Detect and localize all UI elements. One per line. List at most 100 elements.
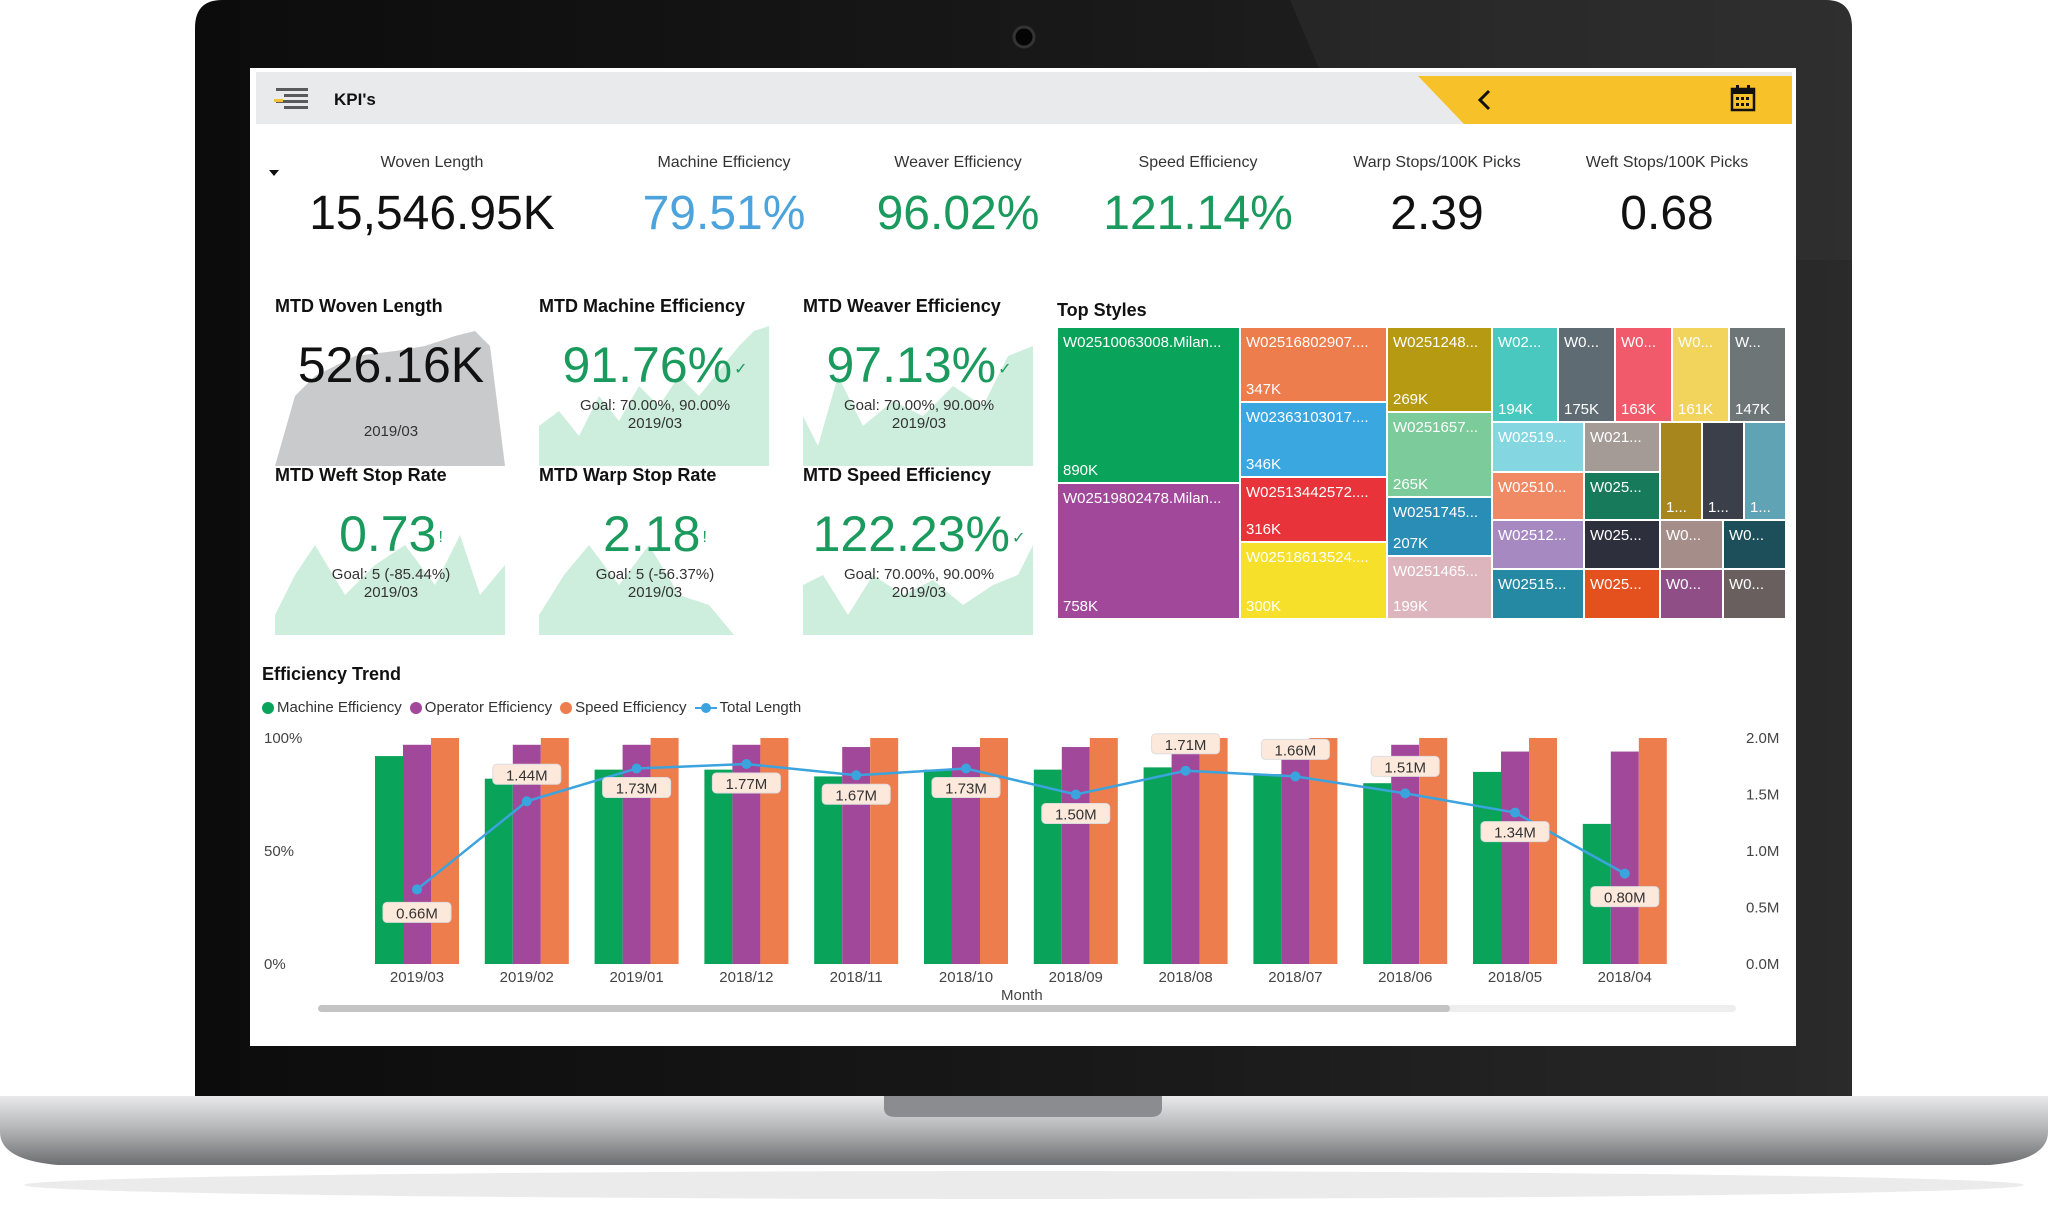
treemap-cell[interactable]: W02515... <box>1492 569 1584 619</box>
treemap-cell-name: W02363103017.... <box>1246 409 1369 426</box>
bar[interactable] <box>760 738 789 964</box>
line-point[interactable] <box>521 796 532 807</box>
bar[interactable] <box>375 756 403 964</box>
bar[interactable] <box>650 738 679 964</box>
x-tick-label: 2019/01 <box>609 969 663 986</box>
bar[interactable] <box>1089 738 1118 964</box>
line-point[interactable] <box>1290 771 1301 782</box>
dropdown-caret-icon[interactable] <box>268 168 282 178</box>
treemap-cell[interactable]: W0251465... 199K <box>1387 556 1492 619</box>
treemap-cell[interactable]: W02513442572.... 316K <box>1240 477 1387 542</box>
checkmark-icon: ✓ <box>1011 529 1026 547</box>
bar[interactable] <box>1309 738 1338 964</box>
legend-item[interactable]: Operator Efficiency <box>409 699 552 716</box>
bar[interactable] <box>1143 767 1172 964</box>
treemap-cell[interactable]: W02510... <box>1492 472 1584 520</box>
treemap-cell[interactable]: W0251248... 269K <box>1387 327 1492 412</box>
bar[interactable] <box>1199 738 1228 964</box>
bar[interactable] <box>1171 744 1200 964</box>
bar[interactable] <box>431 738 459 964</box>
treemap-cell[interactable]: W025... <box>1584 520 1660 569</box>
scrollbar-thumb[interactable] <box>318 1005 1450 1012</box>
x-tick-label: 2018/10 <box>939 969 993 986</box>
line-point[interactable] <box>631 763 642 774</box>
bar[interactable] <box>1610 751 1639 964</box>
chevron-left-icon[interactable] <box>1474 88 1496 112</box>
treemap-cell[interactable]: 1... <box>1744 422 1786 520</box>
x-tick-label: 2019/02 <box>500 969 554 986</box>
legend-item[interactable]: Speed Efficiency <box>560 699 687 716</box>
treemap-cell[interactable]: W02510063008.Milan... 890K <box>1057 327 1240 483</box>
data-label: 1.66M <box>1275 742 1317 759</box>
data-label: 1.73M <box>616 781 658 798</box>
data-label-bg <box>382 901 452 923</box>
treemap-cell[interactable]: W025... <box>1584 569 1660 619</box>
treemap-cell[interactable]: W0... 175K <box>1558 327 1615 422</box>
line-point[interactable] <box>1400 788 1411 799</box>
horizontal-scrollbar[interactable] <box>318 1005 1736 1012</box>
bar[interactable] <box>842 747 871 964</box>
bar[interactable] <box>814 776 843 964</box>
line-point[interactable] <box>961 763 971 774</box>
line-point[interactable] <box>1510 807 1520 818</box>
treemap-cell[interactable]: W02... 194K <box>1492 327 1558 422</box>
treemap-cell[interactable]: W0... <box>1660 520 1723 569</box>
x-tick-label: 2018/04 <box>1598 969 1652 986</box>
treemap-cell[interactable]: 1... <box>1702 422 1744 520</box>
treemap-cell[interactable]: W0... 163K <box>1615 327 1672 422</box>
treemap-cell-name: W0... <box>1621 334 1657 351</box>
card-period: 2019/03 <box>891 415 947 432</box>
kpi-label: Weft Stops/100K Picks <box>1585 154 1749 171</box>
header-action-bar <box>1418 76 1792 124</box>
menu-icon[interactable] <box>274 86 310 112</box>
treemap-cell[interactable]: W02519... <box>1492 422 1584 472</box>
legend-dot <box>262 701 274 714</box>
treemap-cell[interactable]: W025... <box>1584 472 1660 520</box>
data-label-bg <box>821 783 891 805</box>
treemap-cell[interactable]: W02519802478.Milan... 758K <box>1057 483 1240 619</box>
bar[interactable] <box>1501 751 1529 964</box>
bar[interactable] <box>704 769 733 964</box>
treemap-cell[interactable]: 1... <box>1660 422 1702 520</box>
legend-label: Speed Efficiency <box>575 699 687 716</box>
bar[interactable] <box>870 738 899 964</box>
treemap-cell[interactable]: W0... 161K <box>1672 327 1729 422</box>
treemap-cell[interactable]: W02516802907.... 347K <box>1240 327 1387 402</box>
bar[interactable] <box>924 769 952 964</box>
treemap-cell[interactable]: W... 147K <box>1729 327 1786 422</box>
line-point[interactable] <box>412 884 422 895</box>
bar[interactable] <box>484 778 513 964</box>
bar[interactable] <box>1638 738 1667 964</box>
bar[interactable] <box>1473 771 1501 964</box>
bar[interactable] <box>594 769 623 964</box>
line-point[interactable] <box>741 758 752 769</box>
kpi-value: 96.02% <box>876 187 1040 240</box>
line-point[interactable] <box>851 770 862 781</box>
bar[interactable] <box>1061 747 1090 964</box>
treemap-cell[interactable]: W0... <box>1660 569 1723 619</box>
treemap-cell[interactable]: W02512... <box>1492 520 1584 569</box>
kpi-value: 2.39 <box>1390 187 1484 240</box>
top-styles-treemap: W02510063008.Milan... 890K W02519802478.Mi… <box>1057 327 1786 619</box>
line-point[interactable] <box>1619 868 1630 879</box>
treemap-cell[interactable]: W0... <box>1723 569 1786 619</box>
treemap-cell[interactable]: W0251745... 207K <box>1387 497 1492 556</box>
x-tick-label: 2019/03 <box>390 969 444 986</box>
bar[interactable] <box>1391 744 1420 964</box>
legend-item[interactable]: Total Length <box>694 699 801 716</box>
treemap-cell[interactable]: W0251657... 265K <box>1387 412 1492 497</box>
bar[interactable] <box>1529 738 1557 964</box>
bar[interactable] <box>1363 783 1392 964</box>
legend-dot <box>409 701 422 714</box>
calendar-icon[interactable] <box>1730 84 1756 112</box>
treemap-cell[interactable]: W0... <box>1723 520 1786 569</box>
bar[interactable] <box>1253 774 1282 964</box>
treemap-cell[interactable]: W021... <box>1584 422 1660 472</box>
treemap-cell[interactable]: W02363103017.... 346K <box>1240 402 1387 477</box>
legend-item[interactable]: Machine Efficiency <box>262 699 402 716</box>
bar[interactable] <box>1033 769 1062 964</box>
bar[interactable] <box>403 744 431 964</box>
treemap-cell[interactable]: W02518613524.... 300K <box>1240 542 1387 619</box>
line-point[interactable] <box>1070 789 1081 800</box>
line-point[interactable] <box>1180 765 1191 776</box>
